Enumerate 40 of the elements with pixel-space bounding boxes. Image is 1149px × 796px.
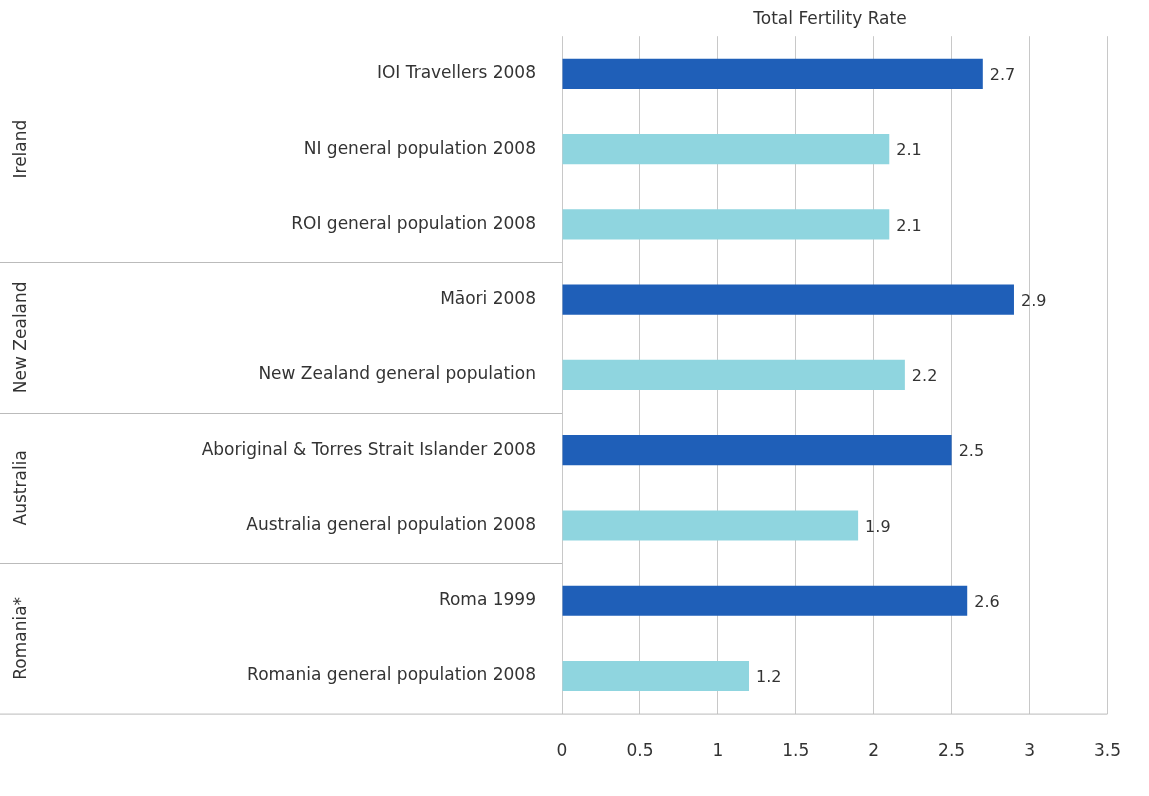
x-tick-label: 0.5 (626, 740, 654, 761)
bar (562, 58, 983, 89)
bar (562, 209, 890, 240)
y-tick-label: New Zealand general population (258, 363, 536, 384)
x-tick-label: 2.5 (938, 740, 966, 761)
data-label: 2.2 (911, 366, 938, 386)
text: Romania* (10, 596, 31, 680)
x-tick-label: 3 (1024, 740, 1035, 761)
y-tick-label: Australia general population 2008 (246, 513, 536, 534)
bar (562, 359, 905, 390)
bar (562, 585, 968, 616)
bar (562, 510, 859, 541)
y-tick-label: Māori 2008 (440, 288, 536, 309)
x-tick-label: 1 (712, 740, 724, 761)
bar (562, 284, 1014, 315)
data-label: 2.7 (989, 64, 1016, 84)
x-tick-label: 1.5 (782, 740, 810, 761)
data-label: 2.1 (896, 215, 922, 235)
data-label: 2.9 (1020, 290, 1047, 310)
y-tick-label: Aboriginal & Torres Strait Islander 2008 (201, 438, 536, 459)
x-tick-label: 2 (868, 740, 880, 761)
y-tick-label: Roma 1999 (438, 589, 536, 610)
x-tick-label: 3.5 (1093, 740, 1122, 761)
x-axis-title: Total Fertility Rate (752, 8, 908, 28)
text: Australia (10, 450, 31, 526)
y-tick-label: IOI Travellers 2008 (376, 62, 536, 83)
data-label: 2.1 (896, 140, 922, 160)
data-label: 1.9 (865, 516, 891, 536)
x-tick-label: 0 (556, 740, 568, 761)
y-tick-label: Romania general population 2008 (247, 664, 536, 685)
bar (562, 134, 890, 165)
data-label: 2.5 (958, 441, 985, 461)
bar (562, 435, 952, 466)
bar (562, 660, 750, 692)
y-tick-label: ROI general population 2008 (291, 212, 536, 233)
text: New Zealand (10, 281, 31, 394)
data-label: 1.2 (756, 667, 782, 687)
y-tick-label: NI general population 2008 (303, 137, 536, 158)
data-label: 2.6 (974, 591, 1000, 611)
text: Ireland (10, 119, 31, 179)
